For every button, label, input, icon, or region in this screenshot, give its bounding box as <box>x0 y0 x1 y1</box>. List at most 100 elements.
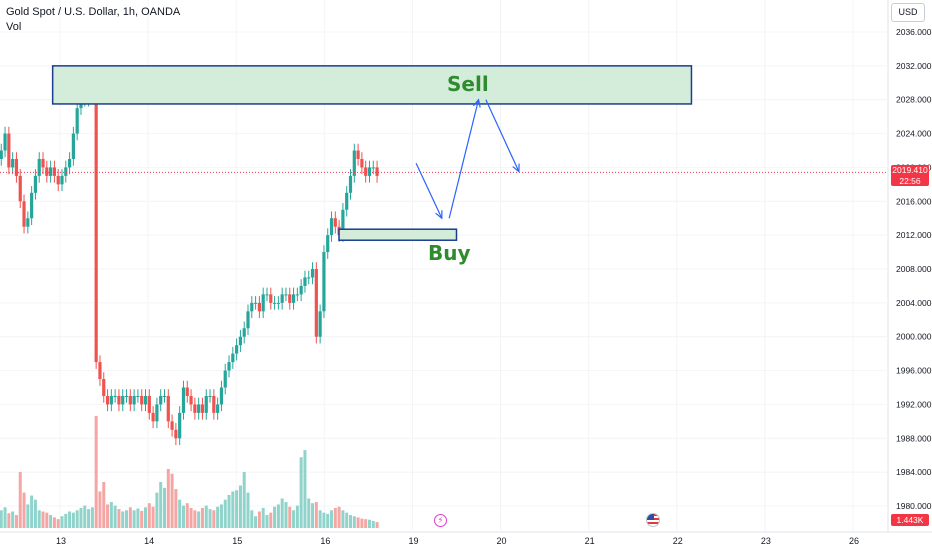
candle-body <box>250 302 254 312</box>
candle-body <box>52 167 57 176</box>
projection-arrow <box>485 99 520 172</box>
candle-body <box>284 294 288 296</box>
volume-bar <box>22 492 26 528</box>
sell-zone-label: Sell <box>447 72 489 96</box>
candle-body <box>162 395 167 397</box>
volume-bar <box>322 512 326 528</box>
volume-bar <box>212 510 216 528</box>
candle-body <box>261 294 265 312</box>
candle-body <box>178 412 182 439</box>
candle-body <box>49 167 53 176</box>
candle-body <box>231 353 235 363</box>
lightning-icon[interactable]: ⚡ <box>434 514 447 527</box>
volume-bar <box>242 471 246 528</box>
volume-bar <box>151 506 155 528</box>
volume-bar <box>288 506 292 528</box>
candle-body <box>121 395 125 405</box>
candle-body <box>98 362 102 380</box>
candle-body <box>329 218 334 236</box>
y-tick-label: 1980.000 <box>896 501 932 511</box>
volume-bar <box>364 519 368 528</box>
volume-bar <box>41 511 45 528</box>
volume-bar <box>140 510 144 528</box>
candle-body <box>71 133 75 159</box>
volume-bar <box>3 507 7 528</box>
candle-body <box>102 379 106 396</box>
y-tick-label: 2008.000 <box>896 264 932 274</box>
volume-bar <box>193 510 197 528</box>
candle-body <box>75 108 79 134</box>
volume-bar <box>144 507 148 528</box>
candle-body <box>56 175 60 185</box>
candle-body <box>272 302 277 304</box>
candle-body <box>238 336 243 346</box>
symbol-title[interactable]: Gold Spot / U.S. Dollar, 1h, OANDA <box>6 6 181 18</box>
volume-bar <box>333 507 337 528</box>
volume-bar <box>318 510 322 528</box>
candle-body <box>200 404 205 413</box>
volume-bar <box>109 502 113 528</box>
us-flag-icon[interactable] <box>646 513 660 527</box>
volume-bar <box>18 471 22 528</box>
candle-body <box>0 150 3 159</box>
volume-bar <box>117 509 121 528</box>
volume-bar <box>238 485 242 528</box>
volume-bar <box>265 515 269 528</box>
volume-bar <box>170 473 174 528</box>
candle-body <box>67 158 72 168</box>
volume-bar <box>49 515 53 528</box>
candle-body <box>170 421 174 430</box>
volume-bar <box>68 511 72 528</box>
volume-bar <box>75 510 79 528</box>
candle-body <box>136 395 140 397</box>
volume-bar <box>30 495 34 528</box>
currency-button[interactable]: USD <box>891 3 925 22</box>
candle-body <box>197 404 201 413</box>
candle-body <box>242 328 246 337</box>
x-tick-label: 20 <box>497 536 507 546</box>
candle-body <box>257 302 261 312</box>
volume-bar <box>371 520 375 528</box>
x-tick-label: 21 <box>585 536 595 546</box>
chart-legend: Gold Spot / U.S. Dollar, 1h, OANDA Vol <box>6 5 180 35</box>
candle-body <box>151 412 155 422</box>
volume-bar <box>375 522 379 528</box>
volume-bar <box>197 511 201 528</box>
current-price-badge: 2019.410 22:56 <box>891 165 929 186</box>
volume-bar <box>125 510 129 528</box>
volume-bar <box>337 506 341 528</box>
volume-bar <box>227 494 231 528</box>
candle-body <box>295 294 299 296</box>
volume-bar <box>345 512 349 528</box>
candle-body <box>246 311 250 329</box>
candle-body <box>185 387 189 396</box>
volume-bar <box>254 516 258 528</box>
candle-body <box>193 404 197 413</box>
candle-body <box>364 167 368 176</box>
volume-bar <box>314 502 318 528</box>
candle-body <box>299 285 303 295</box>
candle-body <box>280 294 284 303</box>
candle-body <box>352 150 356 176</box>
candle-body <box>322 252 326 312</box>
candle-body <box>219 387 224 405</box>
candle-body <box>3 133 7 151</box>
candle-body <box>117 395 121 405</box>
volume-indicator-label[interactable]: Vol <box>6 21 22 33</box>
x-tick-label: 15 <box>232 536 242 546</box>
x-tick-label: 14 <box>144 536 154 546</box>
candle-body <box>367 167 372 176</box>
volume-bar <box>79 507 83 528</box>
candle-body <box>341 209 345 236</box>
volume-bar <box>231 491 235 528</box>
volume-bar <box>0 510 3 528</box>
volume-bar <box>330 510 334 528</box>
volume-bar <box>132 510 136 528</box>
volume-bar <box>113 505 117 528</box>
volume-bar <box>246 492 250 528</box>
volume-bar <box>147 503 151 528</box>
candle-body <box>291 294 296 303</box>
candle-body <box>124 395 129 397</box>
y-tick-label: 2016.000 <box>896 196 932 206</box>
